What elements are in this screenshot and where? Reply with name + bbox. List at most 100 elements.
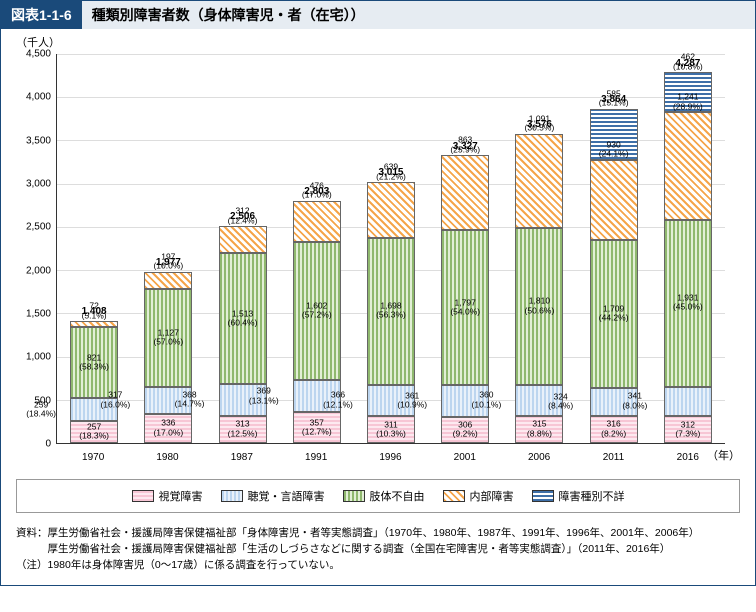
x-tick-label: 1991 [292,452,340,463]
x-tick-label: 2016 [664,452,712,463]
segment-label: 312(12.4%) [228,207,258,226]
segment-label: 317(16.0%) [100,391,130,410]
segment-label: 1,709(44.2%) [599,304,629,323]
figure-tag: 図表1-1-6 [1,1,82,29]
y-tick: 2,000 [11,265,51,276]
segment-visual: 313(12.5%) [219,416,267,443]
plot-area: 1,40872(5.1%)821(58.3%)259(18.4%)257(18.… [56,54,725,444]
segment-label: 361(10.9%) [397,392,427,411]
segment-limb: 1,127(57.0%) [144,289,192,386]
legend-label: 内部障害 [470,488,514,504]
segment-visual: 257(18.3%) [70,421,118,443]
segment-label: 316(8.2%) [601,420,626,439]
segment-limb: 1,513(60.4%) [219,253,267,384]
legend: 視覚障害 聴覚・言語障害 肢体不自由 内部障害 障害種別不詳 [16,479,740,513]
legend-item: 肢体不自由 [343,488,425,504]
segment-label: 462(10.8%) [673,53,703,72]
source-row: 資料： 厚生労働省社会・援護局障害保健福祉部「身体障害児・者等実態調査」（197… [16,526,740,558]
x-axis-unit: （年） [707,447,740,463]
segment-visual: 357(12.7%) [293,412,341,443]
segment-limb: 1,797(54.0%) [441,230,489,385]
legend-swatch [532,490,554,502]
legend-swatch [132,490,154,502]
segment-label: 259(18.4%) [26,400,56,419]
segment-label: 1,931(45.0%) [673,294,703,313]
segment-label: 1,513(60.4%) [228,309,258,328]
bar-group: 4,287462(10.8%)1,241(28.9%)1,931(45.0%)3… [664,54,712,443]
segment-visual: 315(8.8%) [515,416,563,443]
segment-visual: 316(8.2%) [590,416,638,443]
segment-label: 357(12.7%) [302,418,332,437]
segment-visual: 311(10.3%) [367,416,415,443]
chart-area: （千人） 05001,0001,5002,0002,5003,0003,5004… [1,29,755,469]
segment-label: 257(18.3%) [79,423,109,442]
legend-item: 内部障害 [443,488,514,504]
note-lead: （注） [16,558,48,574]
segment-label: 360(10.1%) [472,391,502,410]
segment-label: 313(12.5%) [228,420,258,439]
segment-label: 863(25.9%) [450,136,480,155]
segment-label: 1,797(54.0%) [450,298,480,317]
y-tick: 3,000 [11,178,51,189]
segment-visual: 312(7.3%) [664,416,712,443]
segment-label: 311(10.3%) [376,420,406,439]
bar-group: 3,5761,091(30.5%)1,810(50.6%)360(10.1%)3… [515,54,563,443]
y-tick: 1,500 [11,308,51,319]
segment-label: 341(8.0%) [622,392,647,411]
segment-label: 639(21.2%) [376,163,406,182]
segment-label: 369(13.1%) [249,387,279,406]
segment-limb: 1,602(57.2%) [293,242,341,380]
bar-group: 2,803476(17.0%)1,602(57.2%)369(13.1%)357… [293,54,341,443]
x-tick-label: 1987 [218,452,266,463]
y-tick: 2,500 [11,222,51,233]
segment-label: 336(17.0%) [153,419,183,438]
segment-internal: 1,241(28.9%) [664,112,712,219]
bar-group: 3,327863(25.9%)1,797(54.0%)361(10.9%)306… [441,54,489,443]
segment-label: 821(58.3%) [79,354,109,373]
legend-label: 障害種別不詳 [559,488,625,504]
legend-swatch [443,490,465,502]
segment-label: 1,127(57.0%) [153,329,183,348]
source-line: 厚生労働省社会・援護局障害保健福祉部「生活のしづらさなどに関する調査（全国在宅障… [48,542,700,558]
bar-group: 1,977197(10.0%)1,127(57.0%)317(16.0%)336… [144,54,192,443]
y-tick: 3,500 [11,135,51,146]
segment-label: 72(5.1%) [82,302,107,321]
segment-label: 585(15.1%) [599,89,629,108]
figure-title: 種類別障害者数（身体障害児・者（在宅）） [82,1,755,29]
legend-label: 聴覚・言語障害 [248,488,325,504]
x-tick-label: 2011 [589,452,637,463]
bar-group: 3,864585(15.1%)930(24.1%)1,709(44.2%)324… [590,54,638,443]
legend-label: 視覚障害 [159,488,203,504]
legend-item: 障害種別不詳 [532,488,625,504]
figure-frame: 図表1-1-6 種類別障害者数（身体障害児・者（在宅）） （千人） 05001,… [0,0,756,586]
legend-label: 肢体不自由 [370,488,425,504]
segment-internal: 930(24.1%) [590,160,638,240]
segment-visual: 336(17.0%) [144,414,192,443]
segment-internal: 197(10.0%) [144,272,192,289]
segment-limb: 1,698(56.3%) [367,238,415,385]
segment-label: 197(10.0%) [153,252,183,271]
segment-internal: 312(12.4%) [219,226,267,253]
segment-limb: 821(58.3%) [70,327,118,398]
segment-internal: 1,091(30.5%) [515,134,563,228]
bars-container: 1,40872(5.1%)821(58.3%)259(18.4%)257(18.… [57,54,725,443]
segment-label: 368(14.7%) [175,391,205,410]
segment-label: 1,091(30.5%) [525,114,555,133]
segment-label: 1,810(50.6%) [525,297,555,316]
segment-internal: 639(21.2%) [367,182,415,237]
x-tick-label: 2006 [515,452,563,463]
legend-item: 聴覚・言語障害 [221,488,325,504]
source-line: 厚生労働省社会・援護局障害保健福祉部「身体障害児・者等実態調査」（1970年、1… [48,526,700,542]
notes: 資料： 厚生労働省社会・援護局障害保健福祉部「身体障害児・者等実態調査」（197… [1,518,755,585]
segment-internal: 863(25.9%) [441,155,489,230]
x-tick-label: 1980 [143,452,191,463]
y-tick: 4,500 [11,49,51,60]
x-tick-label: 1970 [69,452,117,463]
segment-label: 366(12.1%) [323,391,353,410]
segment-label: 324(8.4%) [548,392,573,411]
segment-label: 306(9.2%) [453,420,478,439]
segment-internal: 476(17.0%) [293,201,341,242]
source-lead: 資料： [16,526,48,558]
y-tick: 0 [11,439,51,450]
x-tick-label: 2001 [441,452,489,463]
